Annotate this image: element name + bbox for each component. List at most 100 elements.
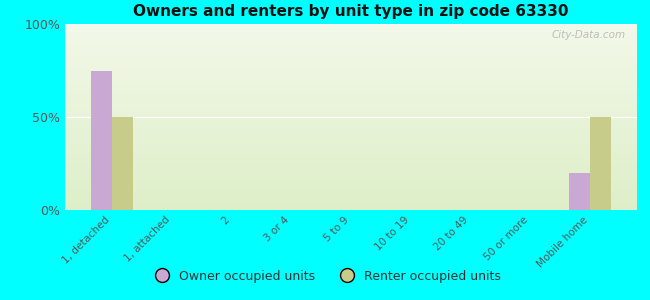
Bar — [65, 130, 637, 132]
Bar — [65, 98, 637, 100]
Bar — [65, 208, 637, 210]
Bar — [65, 26, 637, 28]
Bar — [65, 89, 637, 91]
Bar — [65, 113, 637, 115]
Bar — [65, 195, 637, 197]
Bar — [65, 136, 637, 137]
Bar — [65, 199, 637, 201]
Bar — [65, 110, 637, 111]
Bar — [112, 117, 133, 210]
Bar — [65, 128, 637, 130]
Bar — [65, 148, 637, 151]
Bar — [65, 108, 637, 109]
Bar — [65, 100, 637, 102]
Bar — [65, 186, 637, 188]
Bar — [65, 82, 637, 83]
Bar — [65, 50, 637, 52]
Bar — [65, 111, 637, 113]
Bar — [65, 175, 637, 176]
Bar — [65, 52, 637, 54]
Bar — [65, 124, 637, 126]
Bar — [65, 46, 637, 48]
Bar — [65, 76, 637, 78]
Bar — [65, 104, 637, 106]
Bar — [65, 41, 637, 43]
Bar — [65, 24, 637, 26]
Bar — [65, 126, 637, 128]
Bar — [65, 30, 637, 32]
Bar — [65, 61, 637, 63]
Bar — [65, 139, 637, 141]
Bar — [65, 106, 637, 108]
Bar — [65, 167, 637, 169]
Bar — [65, 80, 637, 82]
Bar — [65, 180, 637, 182]
Bar — [65, 91, 637, 93]
Bar — [65, 160, 637, 162]
Bar — [65, 48, 637, 50]
Bar — [65, 33, 637, 35]
Bar — [65, 69, 637, 70]
Bar — [590, 117, 611, 210]
Bar — [65, 83, 637, 85]
Title: Owners and renters by unit type in zip code 63330: Owners and renters by unit type in zip c… — [133, 4, 569, 19]
Bar — [65, 65, 637, 67]
Bar — [65, 190, 637, 191]
Bar — [65, 156, 637, 158]
Bar — [65, 173, 637, 175]
Bar — [65, 191, 637, 193]
Bar — [65, 154, 637, 156]
Bar — [65, 35, 637, 37]
Bar — [91, 70, 112, 210]
Bar — [65, 151, 637, 152]
Bar — [65, 164, 637, 165]
Bar — [65, 85, 637, 87]
Bar — [65, 141, 637, 143]
Bar — [65, 143, 637, 145]
Bar — [65, 182, 637, 184]
Bar — [65, 121, 637, 123]
Bar — [65, 119, 637, 121]
Bar — [65, 147, 637, 148]
Bar — [65, 28, 637, 30]
Bar — [65, 193, 637, 195]
Bar — [65, 132, 637, 134]
Bar — [65, 95, 637, 97]
Bar — [65, 102, 637, 104]
Bar — [65, 32, 637, 33]
Bar — [65, 59, 637, 61]
Bar — [65, 178, 637, 180]
Bar — [65, 54, 637, 56]
Bar — [65, 37, 637, 39]
Text: City-Data.com: City-Data.com — [551, 30, 625, 40]
Bar — [65, 176, 637, 178]
Bar — [65, 97, 637, 98]
Bar — [65, 72, 637, 74]
Bar — [65, 115, 637, 117]
Bar — [65, 188, 637, 190]
Bar — [65, 56, 637, 58]
Bar — [65, 78, 637, 80]
Bar — [65, 63, 637, 65]
Bar — [65, 162, 637, 164]
Bar — [65, 123, 637, 124]
Bar — [65, 165, 637, 167]
Bar — [65, 39, 637, 41]
Bar — [65, 206, 637, 208]
Bar — [65, 134, 637, 136]
Bar — [65, 169, 637, 171]
Bar — [65, 158, 637, 160]
Bar — [65, 184, 637, 186]
Bar — [65, 201, 637, 203]
Bar — [569, 173, 590, 210]
Bar — [65, 74, 637, 76]
Bar — [65, 70, 637, 72]
Bar — [65, 204, 637, 206]
Bar — [65, 58, 637, 59]
Bar — [65, 93, 637, 95]
Bar — [65, 152, 637, 154]
Bar — [65, 197, 637, 199]
Bar — [65, 145, 637, 147]
Bar — [65, 137, 637, 139]
Bar — [65, 44, 637, 46]
